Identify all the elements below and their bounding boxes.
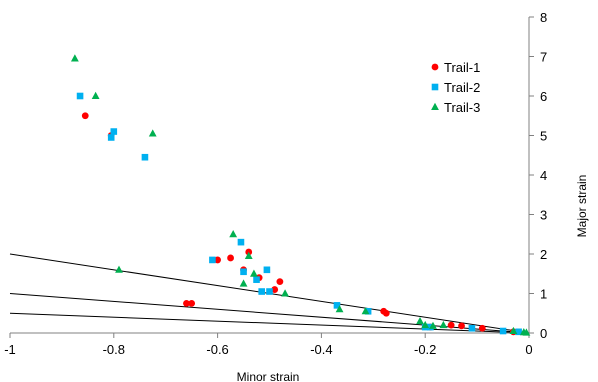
data-points <box>70 54 531 336</box>
data-point <box>263 266 271 274</box>
data-point <box>258 288 266 295</box>
data-point <box>429 321 437 329</box>
data-point <box>148 129 157 137</box>
data-point <box>107 134 115 141</box>
data-point <box>141 153 149 161</box>
data-point <box>509 326 518 335</box>
data-point <box>183 299 190 307</box>
y-tick-label: 7 <box>540 50 547 65</box>
y-tick-label: 8 <box>540 10 547 25</box>
data-point <box>266 288 273 295</box>
legend-marker <box>431 83 439 91</box>
x-tick-label: -0.2 <box>414 342 436 357</box>
data-point <box>240 268 247 276</box>
legend-label: Trail-3 <box>444 100 480 115</box>
data-point <box>447 321 455 329</box>
series-1 <box>81 112 517 336</box>
data-point <box>478 324 486 332</box>
reference-line <box>9 312 530 334</box>
data-point <box>70 54 79 62</box>
y-tick-label: 2 <box>540 247 547 262</box>
series-2 <box>76 92 522 336</box>
data-point <box>335 305 344 313</box>
data-point <box>382 309 390 317</box>
data-point <box>421 320 430 329</box>
data-point <box>499 327 507 335</box>
data-point <box>439 320 448 329</box>
data-point <box>276 278 284 286</box>
x-tick-label: -0.8 <box>103 342 125 357</box>
data-point <box>227 254 234 262</box>
data-point <box>110 128 118 135</box>
data-point <box>271 286 279 293</box>
data-point <box>361 307 370 315</box>
legend-label: Trail-1 <box>444 60 480 75</box>
data-point <box>188 299 196 307</box>
x-axis-title: Minor strain <box>237 370 300 382</box>
data-point <box>244 251 253 259</box>
data-point <box>515 328 522 336</box>
data-point <box>416 316 424 325</box>
data-point <box>229 230 238 238</box>
x-tick-label: -0.6 <box>206 342 228 357</box>
data-point <box>91 91 100 99</box>
data-point <box>237 238 245 246</box>
data-point <box>214 256 222 264</box>
data-point <box>458 322 465 330</box>
y-tick-label: 0 <box>540 326 547 341</box>
y-tick-label: 6 <box>540 89 547 104</box>
y-tick-label: 4 <box>540 168 547 183</box>
y-axis-ticks: 0 1 2 3 4 5 6 7 8 <box>529 10 547 341</box>
x-tick-label: -1 <box>4 342 16 357</box>
data-point <box>115 265 123 273</box>
data-point <box>364 307 372 315</box>
data-point <box>333 302 341 309</box>
legend-marker <box>431 102 439 110</box>
x-axis-ticks: -1 -0.8 -0.6 -0.4 -0.2 0 <box>4 333 533 357</box>
data-point <box>209 256 216 264</box>
data-point <box>250 269 258 277</box>
series-3 <box>70 54 531 336</box>
data-point <box>81 112 89 120</box>
y-tick-label: 3 <box>540 208 547 223</box>
y-axis-title: Major strain <box>575 175 589 238</box>
data-point <box>239 279 248 287</box>
legend-marker <box>431 63 439 71</box>
y-tick-label: 5 <box>540 129 547 144</box>
data-point <box>522 328 531 336</box>
y-tick-label: 1 <box>540 287 547 302</box>
legend: Trail-1 Trail-2 Trail-3 <box>431 60 480 115</box>
x-tick-label: 0 <box>525 342 532 357</box>
data-point <box>281 289 289 297</box>
data-point <box>468 324 476 332</box>
data-point <box>253 276 260 283</box>
x-tick-label: -0.4 <box>310 342 332 357</box>
data-point <box>76 92 84 100</box>
legend-label: Trail-2 <box>444 80 480 95</box>
